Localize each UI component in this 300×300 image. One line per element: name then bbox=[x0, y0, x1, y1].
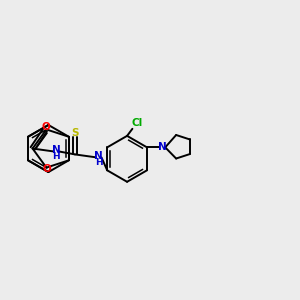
Text: N: N bbox=[52, 145, 61, 155]
Text: N: N bbox=[158, 142, 167, 152]
Text: Cl: Cl bbox=[131, 118, 142, 128]
Text: O: O bbox=[42, 164, 51, 174]
Text: H: H bbox=[52, 152, 60, 161]
Text: S: S bbox=[71, 128, 79, 138]
Text: N: N bbox=[94, 151, 103, 161]
Text: O: O bbox=[41, 122, 50, 132]
Text: H: H bbox=[95, 158, 102, 167]
